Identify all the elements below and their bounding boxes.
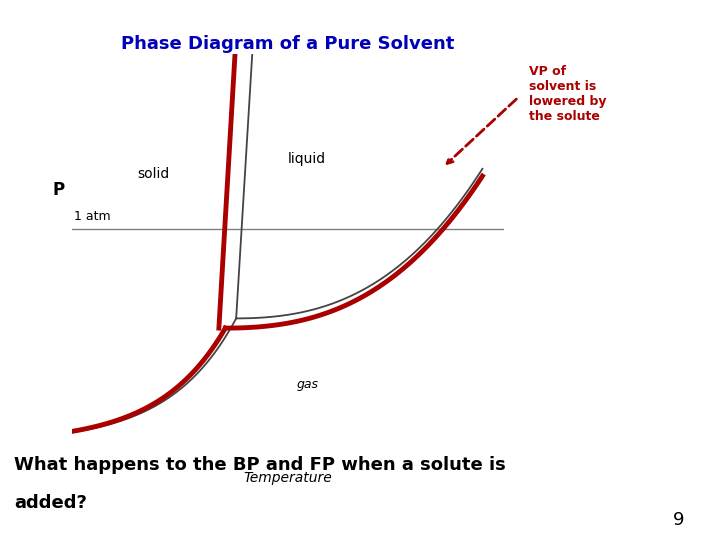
Text: Phase Diagram of a Pure Solvent: Phase Diagram of a Pure Solvent [121,35,455,53]
Text: 1 atm: 1 atm [74,210,111,223]
Text: solid: solid [137,167,169,181]
Text: P: P [53,181,65,199]
Text: added?: added? [14,494,87,512]
Text: What happens to the BP and FP when a solute is: What happens to the BP and FP when a sol… [14,456,506,474]
Text: Temperature: Temperature [243,471,333,485]
Text: 9: 9 [672,511,684,529]
Text: liquid: liquid [288,152,326,166]
Text: gas: gas [297,379,319,392]
Text: VP of
solvent is
lowered by
the solute: VP of solvent is lowered by the solute [529,65,607,123]
